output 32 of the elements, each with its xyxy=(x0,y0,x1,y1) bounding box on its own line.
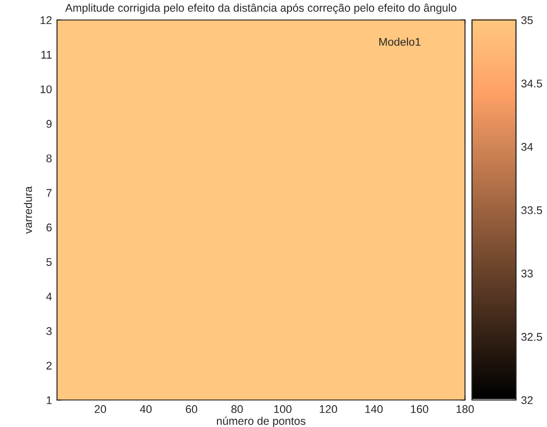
chart-title: Amplitude corrigida pelo efeito da distância após correção pelo efeito do ângulo xyxy=(65,3,456,14)
y-tick-label: 4 xyxy=(46,292,52,300)
x-tick-label: 100 xyxy=(274,405,292,414)
y-tick-label: 5 xyxy=(46,258,52,266)
y-tick-label: 6 xyxy=(46,224,52,232)
y-tick-label: 7 xyxy=(46,189,52,197)
y-tick-label: 2 xyxy=(46,362,52,370)
y-tick-label: 12 xyxy=(40,16,52,24)
y-tick-label: 10 xyxy=(40,85,52,94)
color-bar-label: 33 xyxy=(521,270,533,278)
color-bar-label: 32.5 xyxy=(521,332,542,341)
y-tick-label: 3 xyxy=(46,327,52,336)
x-tick-label: 120 xyxy=(320,405,338,414)
x-tick-label: 160 xyxy=(410,405,428,414)
color-bar-label: 32 xyxy=(521,396,533,404)
color-bar-label: 35 xyxy=(521,16,533,24)
y-tick-label: 1 xyxy=(46,396,52,404)
x-tick-label: 60 xyxy=(186,405,198,414)
x-tick-label: 80 xyxy=(231,405,243,414)
x-tick-label: 40 xyxy=(140,405,152,414)
x-tick-label: 20 xyxy=(94,405,106,414)
x-tick-label: 180 xyxy=(456,405,474,414)
y-tick-label: 8 xyxy=(46,154,52,162)
annotation: Modelo1 xyxy=(379,38,420,46)
y-tick-label: 9 xyxy=(46,120,52,128)
x-tick-label: 140 xyxy=(365,405,383,414)
color-bar-label: 34 xyxy=(521,142,533,151)
x-axis-title: número de pontos xyxy=(216,416,306,427)
color-bar-label: 34.5 xyxy=(521,80,542,88)
color-bar-label: 33.5 xyxy=(521,206,542,214)
y-axis-title: varredura xyxy=(24,186,32,234)
y-tick-label: 11 xyxy=(41,50,52,59)
